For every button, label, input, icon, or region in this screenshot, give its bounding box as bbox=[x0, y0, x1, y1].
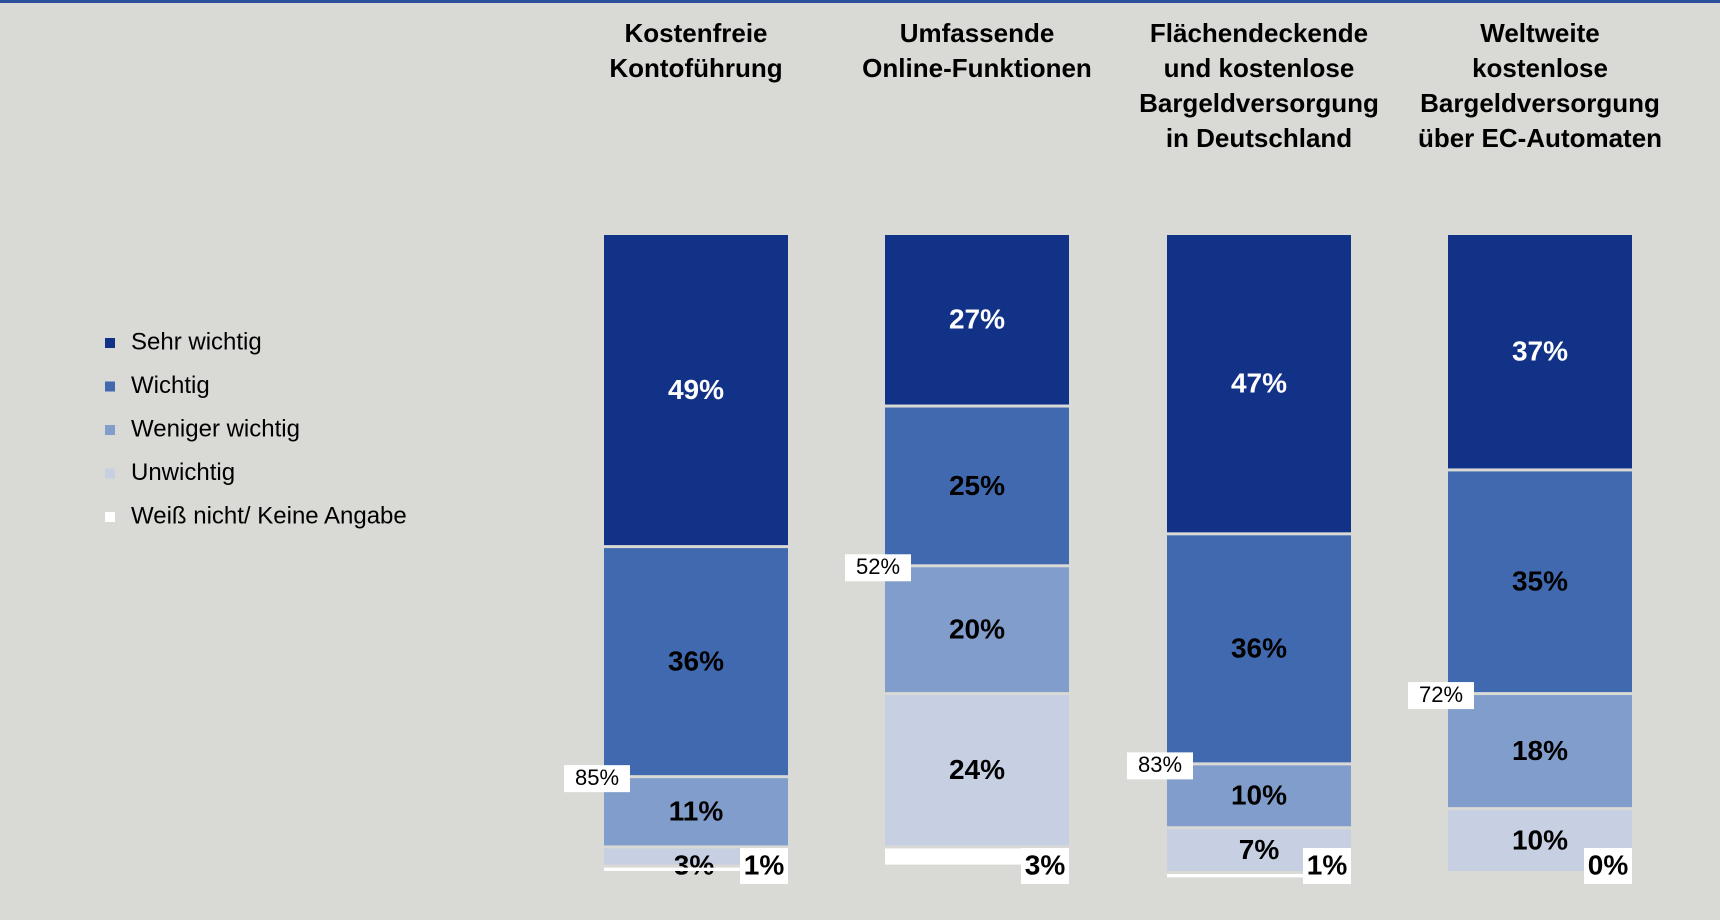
category-label: in Deutschland bbox=[1166, 123, 1352, 153]
bar-segment bbox=[604, 548, 788, 776]
category-label: kostenlose bbox=[1472, 53, 1608, 83]
legend-swatch bbox=[105, 468, 115, 479]
annotation-box bbox=[564, 765, 630, 793]
value-label: 27% bbox=[949, 304, 1005, 335]
bar-segment bbox=[604, 235, 788, 546]
category-label: Flächendeckende bbox=[1150, 18, 1368, 48]
bar-segment bbox=[1167, 765, 1351, 827]
value-label-box bbox=[1584, 848, 1632, 884]
bar-segment bbox=[885, 407, 1069, 565]
bar-segment bbox=[1448, 695, 1632, 808]
bar-segment bbox=[885, 235, 1069, 405]
annotation: 52% bbox=[856, 554, 900, 579]
legend-label: Sehr wichtig bbox=[131, 328, 262, 355]
value-label: 1% bbox=[744, 849, 785, 880]
legend-swatch bbox=[105, 425, 115, 435]
value-label-box bbox=[1021, 848, 1069, 884]
annotation: 85% bbox=[575, 765, 619, 790]
annotation-box bbox=[845, 554, 911, 582]
bar-segment bbox=[1167, 874, 1351, 878]
value-label: 37% bbox=[1512, 336, 1568, 367]
category-label: Weltweite bbox=[1480, 18, 1599, 48]
value-label: 49% bbox=[668, 374, 724, 405]
value-label: 3% bbox=[1025, 849, 1066, 880]
value-label: 36% bbox=[668, 646, 724, 677]
legend-label: Wichtig bbox=[131, 372, 210, 399]
bar-segment bbox=[1448, 471, 1632, 693]
annotation: 72% bbox=[1419, 682, 1463, 707]
category-label: Umfassende bbox=[900, 18, 1055, 48]
value-label: 10% bbox=[1231, 780, 1287, 811]
category-label: über EC-Automaten bbox=[1418, 123, 1662, 153]
category-label: Bargeldversorgung bbox=[1420, 88, 1660, 118]
legend-swatch bbox=[105, 381, 115, 392]
value-label: 47% bbox=[1231, 368, 1287, 399]
value-label: 18% bbox=[1512, 735, 1568, 766]
value-label: 10% bbox=[1512, 824, 1568, 855]
value-label: 7% bbox=[1239, 834, 1280, 865]
bar-segment bbox=[604, 867, 788, 871]
value-label: 35% bbox=[1512, 566, 1568, 597]
top-rule bbox=[0, 0, 1720, 3]
value-label: 11% bbox=[669, 796, 724, 827]
bar-segment bbox=[1448, 235, 1632, 469]
category-label: Online-Funktionen bbox=[862, 53, 1092, 83]
category-label: Kostenfreie bbox=[624, 18, 767, 48]
bar-segment bbox=[1167, 235, 1351, 533]
value-label-box bbox=[740, 848, 788, 884]
value-label: 25% bbox=[949, 470, 1005, 501]
annotation: 83% bbox=[1138, 752, 1182, 777]
category-label: und kostenlose bbox=[1164, 53, 1355, 83]
value-label: 20% bbox=[949, 614, 1005, 645]
category-label: Bargeldversorgung bbox=[1139, 88, 1379, 118]
value-label: 0% bbox=[1588, 849, 1629, 880]
value-label: 36% bbox=[1231, 633, 1287, 664]
bar-segment bbox=[1167, 535, 1351, 763]
value-label: 1% bbox=[1307, 849, 1348, 880]
value-label: 24% bbox=[949, 754, 1005, 785]
value-label-box bbox=[1303, 848, 1351, 884]
bar-segment bbox=[885, 695, 1069, 846]
legend-label: Weniger wichtig bbox=[131, 415, 300, 442]
annotation-box bbox=[1408, 682, 1474, 710]
legend-label: Unwichtig bbox=[131, 459, 235, 486]
bar-segment bbox=[885, 567, 1069, 693]
legend-swatch bbox=[105, 512, 115, 522]
legend-label: Weiß nicht/ Keine Angabe bbox=[131, 502, 407, 529]
category-label: Kontoführung bbox=[609, 53, 782, 83]
legend-swatch bbox=[105, 338, 115, 348]
annotation-box bbox=[1127, 752, 1193, 780]
value-label: 3% bbox=[674, 849, 715, 880]
bar-segment bbox=[604, 778, 788, 846]
